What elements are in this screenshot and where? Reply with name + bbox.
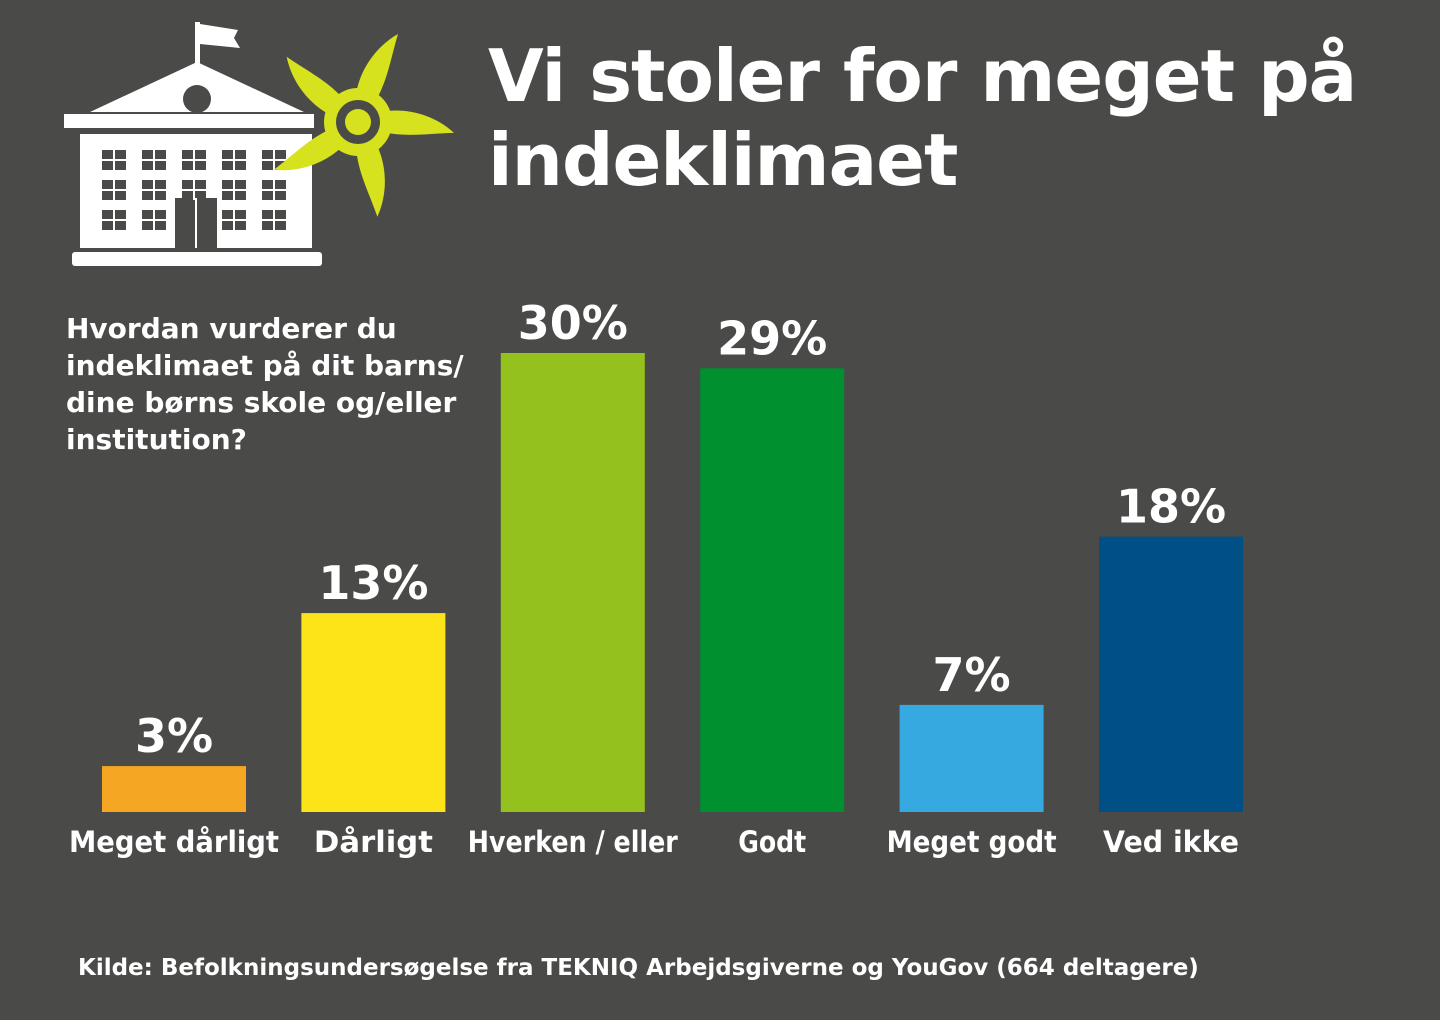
category-label-2: Hverken / eller [468, 825, 679, 859]
value-label-3: 29% [717, 311, 827, 365]
survey-question: Hvordan vurderer du indeklimaet på dit b… [66, 312, 464, 456]
category-label-5: Ved ikke [1103, 825, 1239, 859]
category-label-3: Godt [738, 825, 806, 859]
bar-0 [102, 766, 246, 812]
value-label-4: 7% [933, 648, 1011, 702]
bar-5 [1099, 536, 1243, 812]
source-note: Kilde: Befolkningsundersøgelse fra TEKNI… [78, 955, 1199, 981]
header-illustration [64, 22, 455, 266]
ventilation-fan-icon [273, 34, 455, 217]
page-title: Vi stoler for meget på indeklimaet [488, 34, 1357, 202]
bar-3 [700, 368, 845, 812]
category-label-4: Meget godt [887, 825, 1057, 859]
value-label-0: 3% [135, 709, 213, 763]
school-building-icon [64, 22, 322, 266]
bar-1 [301, 613, 446, 812]
category-label-0: Meget dårligt [69, 825, 279, 859]
value-label-1: 13% [318, 556, 428, 610]
bar-2 [500, 353, 645, 812]
value-label-2: 30% [518, 296, 628, 350]
bar-4 [899, 704, 1044, 812]
value-label-5: 18% [1116, 480, 1226, 534]
bar-chart: 3% Meget dårligt 13% Dårligt 30% Hverken / el… [69, 296, 1243, 859]
category-label-1: Dårligt [314, 825, 433, 859]
